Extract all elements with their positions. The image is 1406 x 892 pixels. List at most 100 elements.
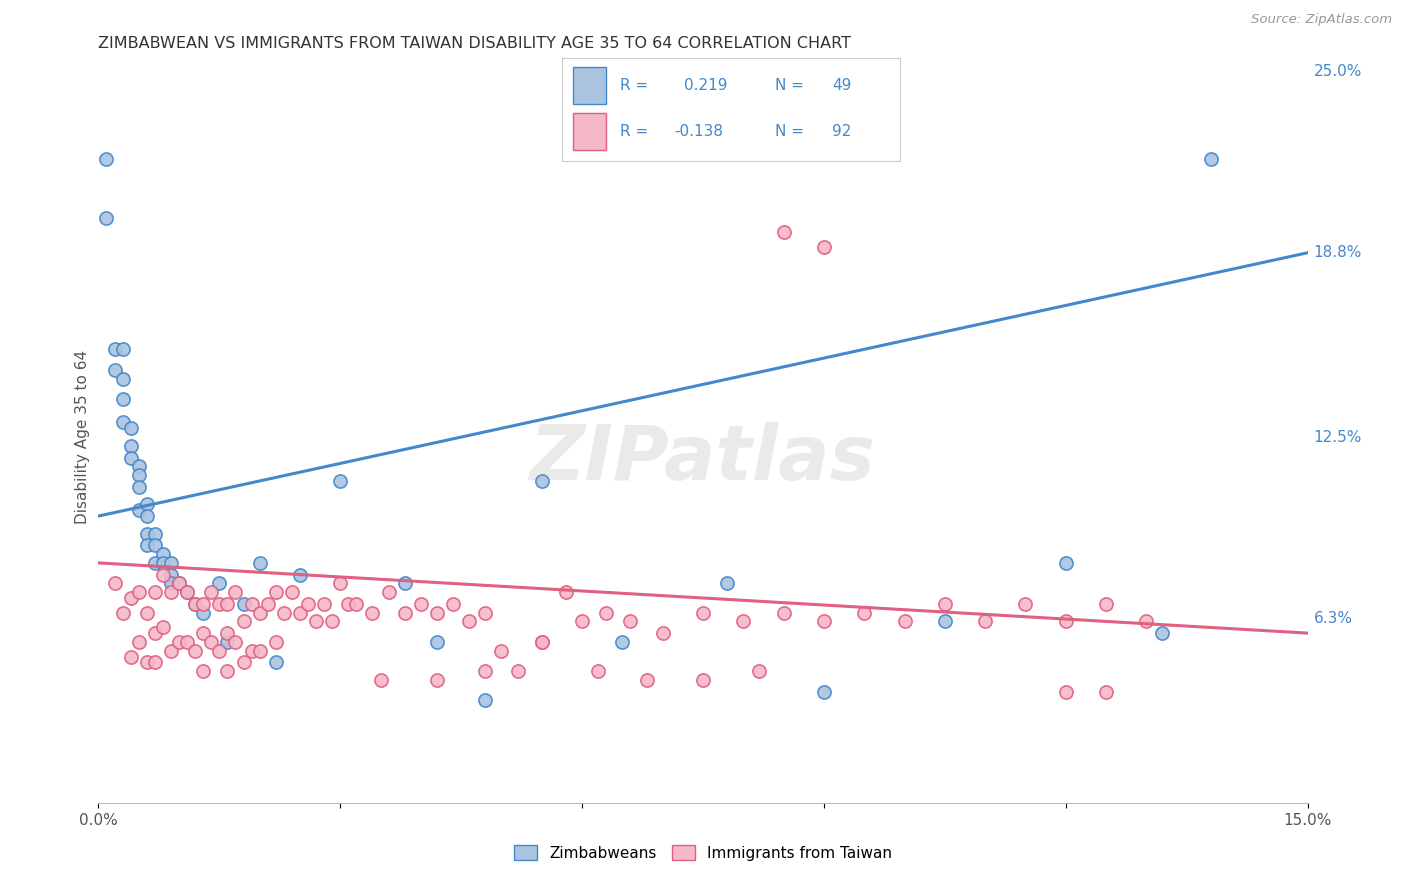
Point xyxy=(135,606,157,620)
Point xyxy=(160,585,183,599)
Point xyxy=(176,635,198,649)
Point xyxy=(612,635,634,649)
Point xyxy=(748,664,770,678)
Point xyxy=(217,664,239,678)
Point xyxy=(128,503,150,517)
Point xyxy=(200,635,222,649)
Point xyxy=(160,576,183,591)
Point xyxy=(426,635,449,649)
Point xyxy=(143,526,166,541)
Point xyxy=(208,643,231,657)
Text: ZIMBABWEAN VS IMMIGRANTS FROM TAIWAN DISABILITY AGE 35 TO 64 CORRELATION CHART: ZIMBABWEAN VS IMMIGRANTS FROM TAIWAN DIS… xyxy=(98,36,852,51)
Text: -0.138: -0.138 xyxy=(673,124,723,139)
Point xyxy=(232,656,254,670)
Point xyxy=(184,597,207,611)
Point xyxy=(128,459,150,474)
Point xyxy=(1095,597,1118,611)
Point xyxy=(506,664,529,678)
Point xyxy=(224,635,246,649)
Point xyxy=(288,606,311,620)
Point xyxy=(441,597,464,611)
Point xyxy=(111,606,134,620)
Y-axis label: Disability Age 35 to 64: Disability Age 35 to 64 xyxy=(75,350,90,524)
Point xyxy=(361,606,384,620)
Point xyxy=(135,509,157,524)
Point xyxy=(297,597,319,611)
Point xyxy=(167,635,190,649)
Point xyxy=(143,585,166,599)
Point xyxy=(232,597,254,611)
Point xyxy=(530,474,553,488)
Point xyxy=(128,585,150,599)
Point xyxy=(394,606,416,620)
Text: Source: ZipAtlas.com: Source: ZipAtlas.com xyxy=(1251,13,1392,27)
Point xyxy=(1135,615,1157,629)
Point xyxy=(217,597,239,611)
Text: ZIPatlas: ZIPatlas xyxy=(530,422,876,496)
Point xyxy=(208,597,231,611)
Point xyxy=(1095,684,1118,698)
Point xyxy=(193,626,215,640)
Point xyxy=(974,615,997,629)
Point xyxy=(167,576,190,591)
Point xyxy=(143,538,166,552)
Point xyxy=(370,673,392,687)
Point xyxy=(120,649,142,664)
Point xyxy=(135,538,157,552)
Point xyxy=(934,615,956,629)
Point xyxy=(314,597,336,611)
Point xyxy=(193,606,215,620)
Point xyxy=(394,576,416,591)
Point xyxy=(240,597,263,611)
FancyBboxPatch shape xyxy=(572,113,606,150)
Point xyxy=(120,591,142,605)
Point xyxy=(337,597,360,611)
Point xyxy=(249,606,271,620)
Point xyxy=(208,576,231,591)
Point xyxy=(217,635,239,649)
Point xyxy=(586,664,609,678)
Point xyxy=(217,626,239,640)
Point xyxy=(377,585,399,599)
Point xyxy=(651,626,673,640)
Point xyxy=(1152,626,1174,640)
Point xyxy=(111,371,134,385)
Point xyxy=(853,606,876,620)
Text: N =: N = xyxy=(775,78,804,93)
Point xyxy=(128,480,150,494)
Point xyxy=(426,606,449,620)
Point xyxy=(143,556,166,570)
Point xyxy=(128,468,150,483)
Point xyxy=(530,635,553,649)
Text: R =: R = xyxy=(620,78,648,93)
Point xyxy=(474,693,496,707)
Point xyxy=(103,343,125,357)
Point xyxy=(636,673,658,687)
Point xyxy=(813,684,835,698)
Point xyxy=(143,656,166,670)
Point xyxy=(555,585,578,599)
Point xyxy=(692,606,714,620)
Point xyxy=(160,643,183,657)
Point xyxy=(474,664,496,678)
Point xyxy=(264,635,287,649)
Point xyxy=(491,643,513,657)
Point xyxy=(1054,556,1077,570)
Point xyxy=(200,585,222,599)
Point xyxy=(692,673,714,687)
Point xyxy=(571,615,593,629)
Point xyxy=(1014,597,1036,611)
Point xyxy=(184,643,207,657)
Point xyxy=(329,576,352,591)
Text: 25.0%: 25.0% xyxy=(1313,64,1362,78)
Point xyxy=(249,643,271,657)
Point xyxy=(273,606,295,620)
Point xyxy=(160,556,183,570)
Point xyxy=(176,585,198,599)
Point xyxy=(264,585,287,599)
Point xyxy=(103,363,125,377)
Point xyxy=(530,635,553,649)
Point xyxy=(176,585,198,599)
Point xyxy=(193,597,215,611)
Point xyxy=(249,556,271,570)
